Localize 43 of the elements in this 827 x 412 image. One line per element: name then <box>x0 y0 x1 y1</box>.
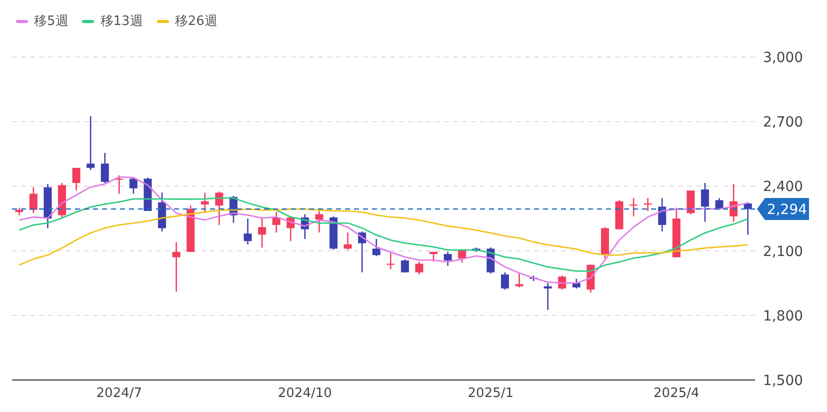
legend-label: 移13週 <box>100 13 143 30</box>
candlestick <box>258 218 266 248</box>
candlestick <box>344 232 352 250</box>
candlestick <box>500 272 509 290</box>
y-tick-label: 1,500 <box>763 372 804 389</box>
candlestick <box>630 197 638 217</box>
candlestick <box>172 242 180 292</box>
ref-line-label: 2,294 <box>766 202 808 218</box>
candlestick <box>715 197 724 211</box>
candlestick <box>572 278 580 290</box>
candlestick <box>686 190 695 215</box>
candlestick <box>700 182 709 222</box>
y-tick-label: 2,100 <box>763 244 804 260</box>
candlestick <box>658 197 666 232</box>
y-tick-label: 1,800 <box>763 308 804 324</box>
candlestick <box>544 282 552 311</box>
candlestick <box>400 258 409 273</box>
candlestick <box>444 251 452 267</box>
y-tick-label: 2,700 <box>763 114 804 131</box>
candlestick <box>72 167 80 192</box>
legend-label: 移26週 <box>174 13 218 30</box>
candlestick <box>215 190 224 226</box>
candlestick <box>386 252 395 270</box>
candlestick <box>15 207 24 216</box>
x-tick-label: 2024/7 <box>96 386 142 402</box>
candlestick <box>315 210 324 234</box>
candlestick <box>415 260 424 276</box>
candlestick <box>244 218 252 245</box>
x-tick-label: 2024/10 <box>278 386 332 402</box>
candlestick <box>86 116 95 171</box>
candlestick <box>644 197 652 212</box>
candlestick <box>272 211 280 234</box>
x-tick-label: 2025/4 <box>654 386 700 402</box>
candlestick <box>129 176 138 194</box>
candlestick <box>100 152 109 184</box>
candlestick <box>200 192 209 214</box>
candlestick <box>29 186 38 214</box>
x-tick-label: 2025/1 <box>468 386 514 402</box>
y-tick-label: 3,000 <box>763 50 804 66</box>
candlestick <box>515 272 524 288</box>
y-tick-label: 2,400 <box>763 179 804 196</box>
candlestick <box>372 238 380 257</box>
legend-label: 移5週 <box>34 13 68 30</box>
